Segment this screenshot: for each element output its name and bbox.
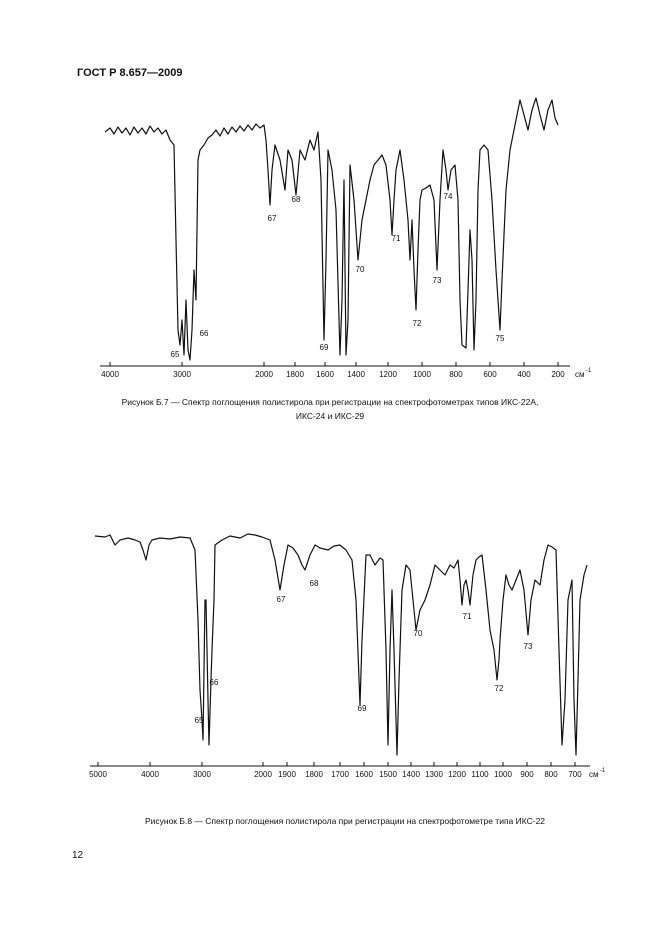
x-tick-label: 1100 [471,770,489,779]
x-tick-label: 2000 [255,370,273,379]
peak-label: 65 [195,716,204,725]
x-tick-label: 900 [520,770,534,779]
spectrum [94,533,588,756]
peak-label: 74 [444,192,453,201]
peak-label: 66 [210,678,219,687]
peak-label: 71 [463,612,472,621]
x-tick-label: 3000 [193,770,211,779]
peak-label: 68 [310,579,319,588]
x-tick-label: 4000 [141,770,159,779]
x-tick-label: 1700 [331,770,349,779]
peak-label: 66 [200,329,209,338]
figure-caption: ИКС-24 и ИКС-29 [296,411,365,421]
x-tick-label: 1400 [347,370,365,379]
axis-unit-exponent: -1 [586,368,592,374]
figure-caption: Рисунок Б.8 — Спектр поглощения полистир… [145,816,545,826]
peak-label: 70 [356,265,365,274]
peak-label: 72 [495,684,504,693]
axis-unit: см [589,770,599,779]
x-tick-label: 200 [551,370,565,379]
peak-label: 69 [358,704,367,713]
x-tick-label: 1800 [286,370,304,379]
peak-label: 67 [268,214,277,223]
x-tick-label: 800 [449,370,463,379]
peak-label: 65 [171,350,180,359]
axis-unit: см [575,370,585,379]
peak-label: 67 [277,595,286,604]
x-tick-label: 700 [568,770,582,779]
peak-label: 75 [496,334,505,343]
x-tick-label: 1600 [355,770,373,779]
header-title: ГОСТ Р 8.657—2009 [77,67,182,79]
x-tick-label: 1300 [425,770,443,779]
x-tick-label: 1200 [448,770,466,779]
peak-label: 72 [413,319,422,328]
x-tick-label: 5000 [89,770,107,779]
peak-label: 71 [392,234,401,243]
page-number: 12 [72,850,84,861]
axis-unit-exponent: -1 [600,768,606,774]
x-tick-label: 2000 [254,770,272,779]
x-tick-label: 1000 [413,370,431,379]
peak-label: 68 [292,195,301,204]
x-tick-label: 1800 [305,770,323,779]
x-tick-label: 1600 [316,370,334,379]
x-tick-label: 3000 [173,370,191,379]
x-tick-label: 800 [544,770,558,779]
figure-caption: Рисунок Б.7 — Спектр поглощения полистир… [122,397,539,407]
x-tick-label: 1900 [278,770,296,779]
x-tick-label: 4000 [101,370,119,379]
peak-label: 73 [433,276,442,285]
x-tick-label: 1000 [494,770,512,779]
x-tick-label: 600 [483,370,497,379]
x-tick-label: 1500 [379,770,397,779]
x-tick-label: 1200 [379,370,397,379]
peak-label: 73 [524,642,533,651]
x-tick-label: 400 [517,370,531,379]
peak-label: 69 [320,343,329,352]
spectrum [104,97,559,361]
peak-label: 70 [414,629,423,638]
x-tick-label: 1400 [402,770,420,779]
